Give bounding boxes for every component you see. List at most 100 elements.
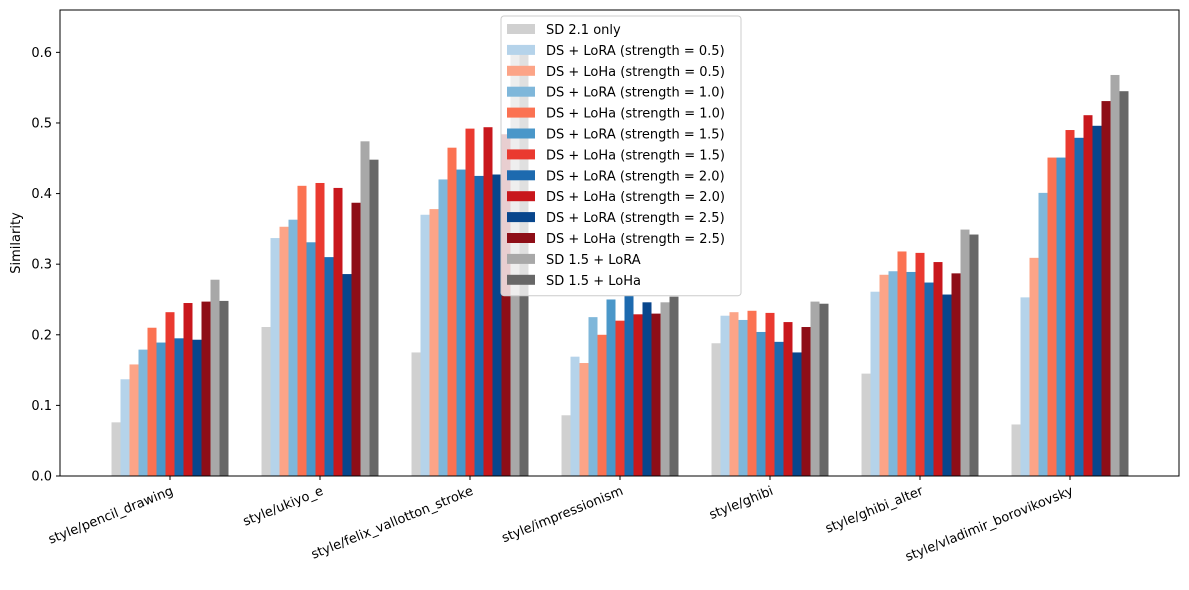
legend-entry: DS + LoRA (strength = 0.5) (507, 44, 725, 59)
bar (579, 363, 589, 476)
bar (669, 296, 679, 476)
bar (729, 312, 739, 476)
bar (906, 271, 916, 476)
y-tick-label: 0.0 (31, 470, 52, 485)
bar (183, 303, 193, 476)
bar (210, 279, 220, 476)
bar (915, 252, 925, 476)
bar (870, 291, 880, 476)
bar (156, 342, 166, 476)
bar (660, 302, 670, 476)
bar (801, 327, 811, 476)
legend-entry: DS + LoRA (strength = 2.0) (507, 169, 725, 184)
y-tick-label: 0.6 (31, 46, 52, 61)
bar (810, 301, 820, 476)
legend-label: DS + LoHa (strength = 1.0) (546, 107, 725, 122)
bar (447, 147, 457, 476)
y-tick-label: 0.5 (31, 116, 52, 131)
bar (129, 364, 139, 476)
bar (315, 182, 325, 477)
bar (1020, 297, 1030, 476)
bar-group (261, 141, 379, 477)
bar (765, 312, 775, 476)
bar (633, 314, 643, 476)
bar-group (111, 279, 229, 476)
bar (1065, 130, 1075, 476)
bar-group (561, 295, 679, 476)
bar (933, 262, 943, 476)
bar (456, 169, 466, 476)
legend-entry: DS + LoHa (strength = 1.5) (507, 148, 725, 163)
bar (288, 219, 298, 476)
bar (111, 422, 121, 476)
legend-swatch (507, 191, 535, 202)
bar (1101, 101, 1111, 476)
bar (270, 238, 280, 476)
legend-label: DS + LoHa (strength = 2.5) (546, 232, 725, 247)
legend-swatch (507, 233, 535, 243)
bar (756, 331, 766, 476)
bar (474, 175, 484, 477)
bar (324, 257, 334, 476)
bar (1029, 257, 1039, 476)
legend-entry: SD 2.1 only (507, 23, 621, 38)
legend-entry: DS + LoHa (strength = 0.5) (507, 65, 725, 80)
bar (651, 313, 661, 476)
bar (165, 312, 175, 476)
legend-swatch (507, 86, 535, 97)
legend-label: DS + LoHa (strength = 0.5) (546, 65, 725, 80)
bar (1083, 115, 1093, 476)
legend-entry: DS + LoHa (strength = 2.5) (507, 232, 725, 247)
bar-group (711, 301, 829, 476)
bar (738, 319, 748, 476)
bar-group (1011, 74, 1129, 477)
bar (192, 339, 202, 476)
bar (492, 174, 502, 476)
legend-swatch (507, 149, 535, 160)
bar (570, 356, 580, 476)
plot-frame (59, 9, 1180, 477)
bar (411, 352, 421, 476)
bar (1074, 137, 1084, 477)
legend-label: DS + LoRA (strength = 0.5) (546, 44, 725, 59)
bar (642, 302, 652, 476)
bar (861, 373, 871, 476)
bar (306, 242, 316, 476)
bar (1110, 74, 1120, 477)
bar (360, 141, 370, 476)
legend-swatch (507, 128, 535, 139)
legend-entry: DS + LoHa (strength = 2.0) (507, 190, 725, 205)
bar (1056, 157, 1066, 476)
bar (747, 310, 757, 476)
legend-label: DS + LoHa (strength = 1.5) (546, 148, 725, 163)
bar (138, 349, 148, 476)
bar (960, 229, 970, 476)
bar (624, 295, 634, 476)
legend-swatch (507, 107, 535, 118)
bar (174, 338, 184, 476)
bar (888, 271, 898, 476)
y-axis-label: Similarity (9, 212, 24, 274)
legend-entry: DS + LoRA (strength = 1.0) (507, 86, 725, 101)
bar (351, 202, 361, 476)
bar (897, 251, 907, 476)
bar (465, 128, 475, 476)
legend-label: SD 1.5 + LoRA (546, 253, 641, 268)
bar (420, 214, 430, 476)
bar (333, 187, 343, 476)
bar (279, 226, 289, 476)
legend-entry: SD 1.5 + LoRA (507, 253, 641, 268)
bar (879, 274, 889, 476)
bar (588, 317, 598, 476)
bar (597, 334, 607, 476)
legend-entry: DS + LoRA (strength = 1.5) (507, 128, 725, 143)
legend-swatch (507, 24, 535, 34)
bar (147, 327, 157, 476)
legend-entry: DS + LoRA (strength = 2.5) (507, 211, 725, 226)
bar (1011, 424, 1021, 476)
legend-label: DS + LoRA (strength = 2.5) (546, 211, 725, 226)
legend-label: DS + LoHa (strength = 2.0) (546, 190, 725, 205)
bar (201, 301, 211, 476)
legend-swatch (507, 65, 535, 76)
y-tick-label: 0.1 (31, 399, 52, 414)
